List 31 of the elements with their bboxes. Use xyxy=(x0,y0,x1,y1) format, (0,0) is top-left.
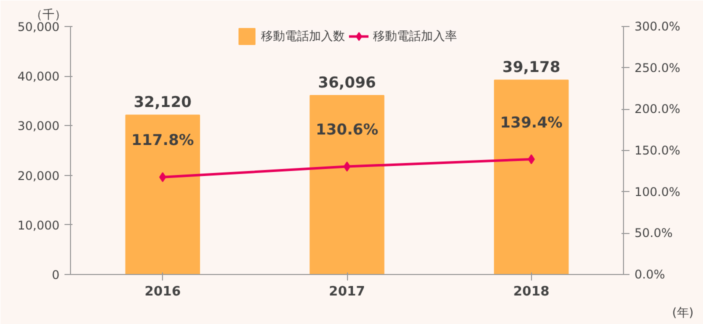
bar xyxy=(310,94,384,274)
y2-tick-label: 300.0% xyxy=(634,20,680,34)
y2-tick-label: 100.0% xyxy=(634,184,680,199)
x-tick-label: 2016 xyxy=(144,284,181,300)
y-tick-label: 30,000 xyxy=(18,119,60,134)
legend-label: 移動電話加入率 xyxy=(373,28,457,44)
legend-label: 移動電話加入数 xyxy=(261,28,345,44)
y-tick-label: 20,000 xyxy=(18,168,60,183)
y2-tick-label: 200.0% xyxy=(634,102,680,116)
data-label: 139.4% xyxy=(500,113,563,132)
data-label: 130.6% xyxy=(316,120,378,139)
data-label: 32,120 xyxy=(134,93,192,112)
y2-tick-label: 50.0% xyxy=(634,226,673,240)
y-tick-label: 0 xyxy=(52,268,60,282)
data-label: 39,178 xyxy=(502,58,560,76)
y-axis-title: （千） xyxy=(30,8,66,22)
x-tick-label: 2017 xyxy=(328,284,366,300)
y-tick-label: 10,000 xyxy=(18,218,60,232)
y-tick-label: 40,000 xyxy=(18,70,60,84)
x-axis-title: (年) xyxy=(672,306,694,320)
y2-tick-label: 250.0% xyxy=(634,60,680,75)
bar xyxy=(125,114,200,274)
data-label: 117.8% xyxy=(131,131,194,150)
bar xyxy=(494,80,569,274)
point xyxy=(159,172,166,182)
data-label: 36,096 xyxy=(318,73,376,92)
y2-tick-label: 0.0% xyxy=(634,268,665,282)
y2-tick-label: 150.0% xyxy=(634,144,680,158)
y-tick-label: 50,000 xyxy=(18,20,60,34)
point xyxy=(528,154,535,164)
x-tick-label: 2018 xyxy=(513,284,550,300)
